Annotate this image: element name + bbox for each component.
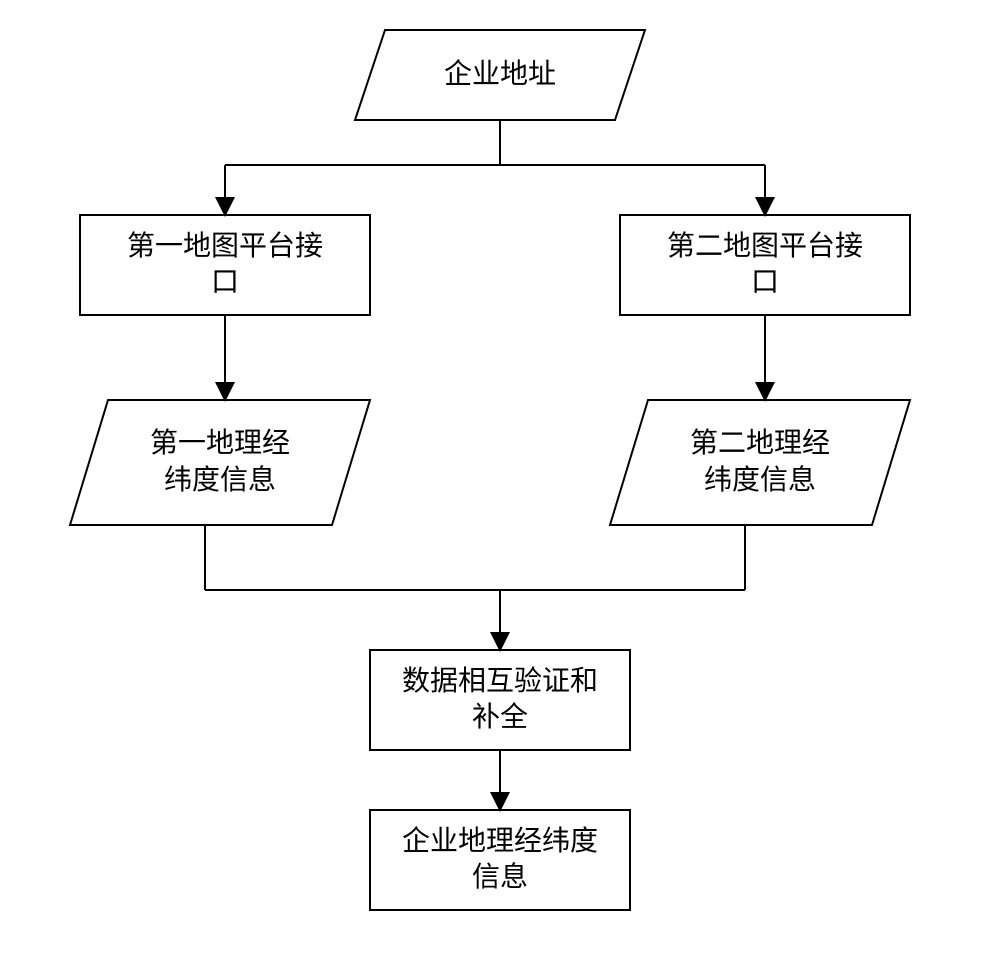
node-n6-label: 数据相互验证和 补全	[370, 650, 630, 750]
node-n3-label: 第二地图平台接 口	[620, 215, 910, 315]
node-n5-label: 第二地理经 纬度信息	[610, 400, 910, 525]
node-n4-label: 第一地理经 纬度信息	[70, 400, 370, 525]
node-n7-label: 企业地理经纬度 信息	[370, 810, 630, 910]
node-n1-label: 企业地址	[355, 30, 645, 120]
node-n2-label: 第一地图平台接 口	[80, 215, 370, 315]
